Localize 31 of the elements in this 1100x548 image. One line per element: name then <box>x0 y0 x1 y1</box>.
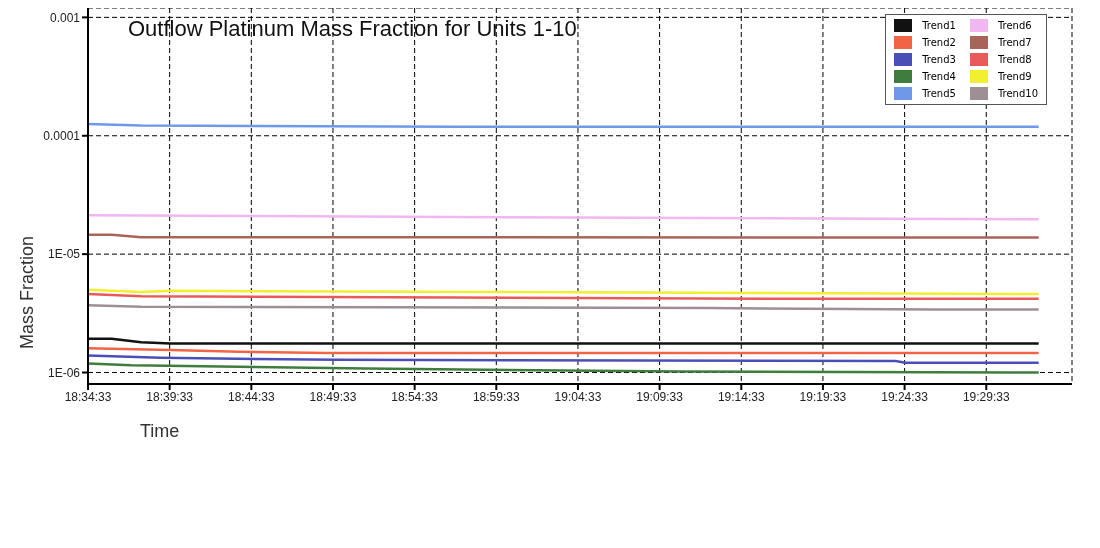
x-tick-label: 18:34:33 <box>64 389 112 404</box>
legend-label: Trend2 <box>922 37 956 48</box>
x-tick-label: 18:39:33 <box>146 389 194 404</box>
line-series <box>88 354 1040 364</box>
x-tick-label: 19:29:33 <box>962 389 1010 404</box>
x-tick-label: 18:54:33 <box>391 389 439 404</box>
y-tick-label: 1E-05 <box>47 247 81 262</box>
x-tick-label: 19:19:33 <box>799 389 847 404</box>
line-series <box>88 362 1040 374</box>
legend-label: Trend3 <box>922 54 956 65</box>
legend-label: Trend5 <box>922 88 956 99</box>
x-tick-label: 19:24:33 <box>881 389 929 404</box>
y-tick-label: 0.001 <box>49 10 81 25</box>
legend-label: Trend6 <box>997 20 1032 31</box>
x-tick-label: 18:49:33 <box>309 389 357 404</box>
legend-label: Trend7 <box>997 37 1032 48</box>
x-tick-label: 18:59:33 <box>472 389 520 404</box>
y-tick-label: 1E-06 <box>47 365 81 380</box>
legend-label: Trend10 <box>997 88 1038 99</box>
legend-label: Trend9 <box>997 71 1032 82</box>
x-tick-label: 18:44:33 <box>227 389 275 404</box>
y-axis-title: Mass Fraction <box>17 235 37 349</box>
legend-label: Trend1 <box>922 20 956 31</box>
legend-label: Trend8 <box>997 54 1032 65</box>
legend-label: Trend4 <box>922 71 956 82</box>
x-axis-title: Time <box>140 421 180 441</box>
chart-title: Outflow Platinum Mass Fraction for Units 1-10 <box>128 16 577 41</box>
x-tick-label: 19:04:33 <box>554 389 602 404</box>
x-tick-label: 19:14:33 <box>717 389 765 404</box>
x-tick-label: 19:09:33 <box>636 389 684 404</box>
y-tick-label: 0.0001 <box>43 129 81 144</box>
